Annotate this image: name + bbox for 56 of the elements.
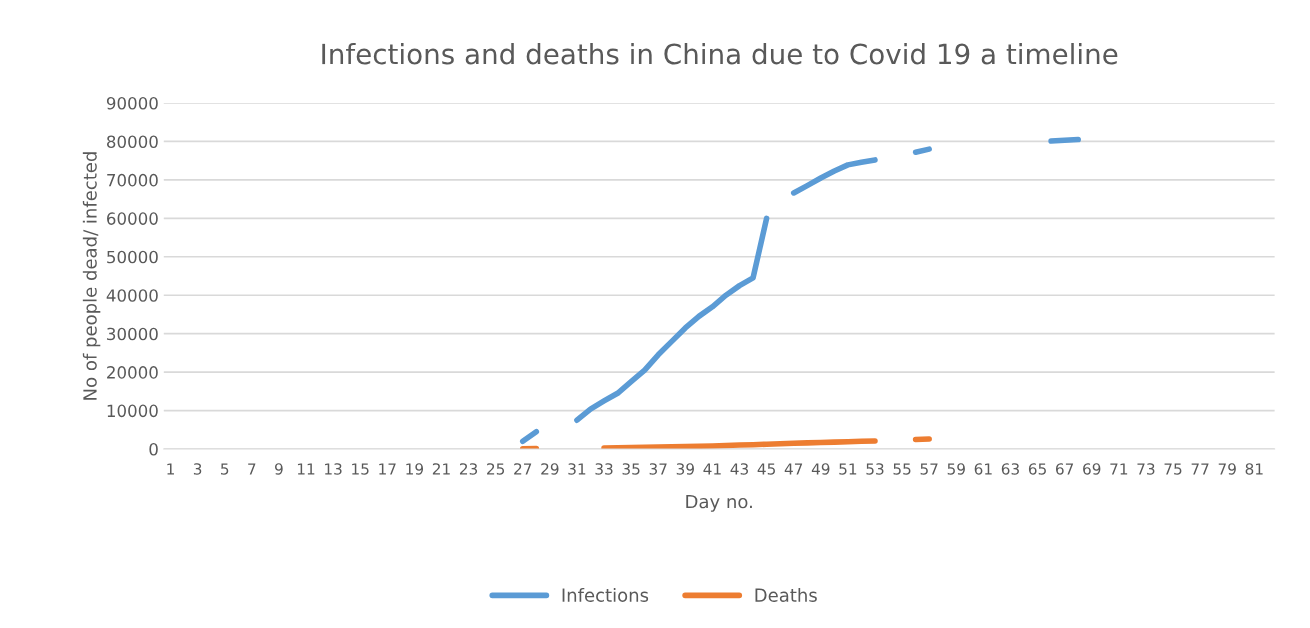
x-tick-label: 39 — [676, 463, 694, 475]
x-tick-label: 79 — [1218, 463, 1236, 475]
x-tick-label: 13 — [325, 463, 342, 475]
x-tick-label: 35 — [622, 463, 640, 475]
y-tick-label: 80000 — [107, 135, 158, 149]
x-axis-title: Day no. — [686, 494, 752, 512]
x-tick-label: 7 — [248, 463, 256, 475]
x-tick-label: 75 — [1164, 463, 1182, 475]
x-tick-label: 9 — [275, 463, 283, 475]
x-tick-label: 19 — [406, 463, 424, 475]
x-tick-label: 71 — [1110, 463, 1128, 475]
y-tick-label: 20000 — [107, 366, 158, 379]
y-tick-label: 50000 — [107, 250, 158, 264]
x-tick-label: 5 — [221, 463, 229, 475]
x-tick-label: 21 — [432, 463, 450, 475]
x-tick-label: 17 — [379, 463, 396, 475]
x-tick-label: 53 — [866, 463, 884, 475]
x-tick-label: 41 — [703, 463, 721, 475]
x-tick-label: 31 — [568, 463, 586, 475]
x-tick-label: 47 — [784, 463, 803, 475]
x-tick-label: 61 — [974, 463, 992, 475]
x-tick-label: 63 — [1001, 463, 1019, 475]
y-tick-label: 70000 — [107, 173, 158, 187]
legend-label: Infections — [562, 588, 649, 602]
x-tick-label: 77 — [1191, 463, 1209, 475]
x-tick-label: 33 — [595, 463, 613, 475]
x-tick-label: 57 — [920, 463, 938, 475]
x-tick-label: 23 — [459, 463, 478, 475]
chart-title: Infections and deaths in China due to Covid 19 a timeline — [322, 43, 1118, 65]
x-tick-label: 15 — [352, 463, 369, 475]
x-tick-label: 37 — [649, 463, 667, 475]
x-tick-label: 45 — [757, 463, 775, 475]
y-tick-label: 30000 — [107, 327, 158, 341]
y-tick-label: 40000 — [106, 289, 158, 302]
x-tick-label: 81 — [1245, 463, 1263, 475]
y-axis-title: No of people dead/ infected — [82, 152, 101, 400]
x-tick-label: 67 — [1055, 463, 1074, 475]
x-tick-label: 27 — [514, 463, 532, 475]
x-tick-label: 73 — [1137, 463, 1155, 475]
x-tick-label: 69 — [1083, 463, 1101, 475]
x-tick-label: 51 — [839, 463, 857, 475]
x-tick-label: 55 — [893, 463, 911, 475]
y-tick-label: 90000 — [106, 96, 158, 110]
y-tick-label: 60000 — [107, 212, 158, 225]
x-tick-label: 11 — [297, 463, 315, 475]
y-tick-label: 0 — [149, 442, 158, 456]
x-tick-label: 25 — [487, 463, 505, 475]
x-tick-label: 65 — [1028, 463, 1046, 475]
x-tick-label: 1 — [167, 463, 174, 475]
x-tick-label: 43 — [730, 463, 749, 475]
x-tick-label: 49 — [811, 463, 830, 475]
x-tick-label: 3 — [193, 463, 202, 475]
x-tick-label: 59 — [947, 463, 965, 475]
y-tick-label: 10000 — [107, 404, 158, 418]
x-tick-label: 29 — [541, 463, 559, 475]
legend-label: Deaths — [755, 588, 817, 602]
